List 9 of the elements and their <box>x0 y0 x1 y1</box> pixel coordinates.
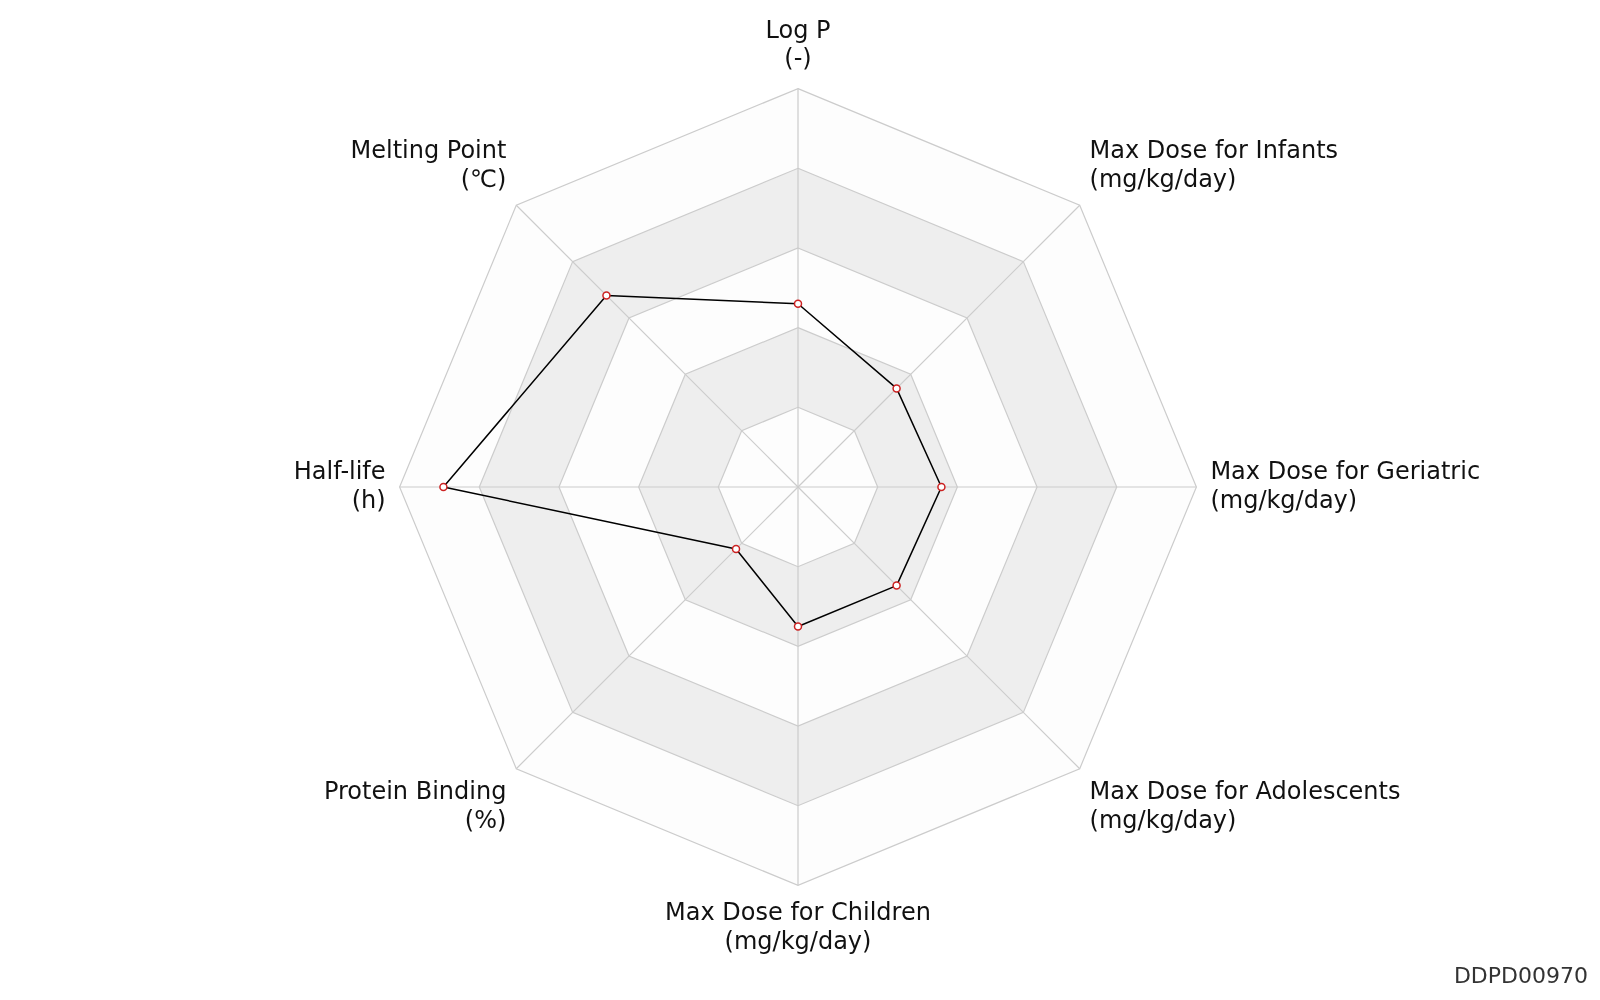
spoke-label: Max Dose for Geriatric (mg/kg/day) <box>1210 456 1481 514</box>
spoke-label: Melting Point (℃) <box>350 136 507 194</box>
spoke-label: Log P (-) <box>765 15 831 73</box>
spoke-label: Max Dose for Children (mg/kg/day) <box>665 898 931 955</box>
spoke-label: Protein Binding (%) <box>323 777 507 835</box>
text: DDPD00970 <box>1453 963 1588 988</box>
spoke-label: Half-life (h) <box>293 456 386 514</box>
spoke-label: Max Dose for Infants (mg/kg/day) <box>1089 136 1339 194</box>
spoke-label: Max Dose for Adolescents (mg/kg/day) <box>1089 777 1401 835</box>
